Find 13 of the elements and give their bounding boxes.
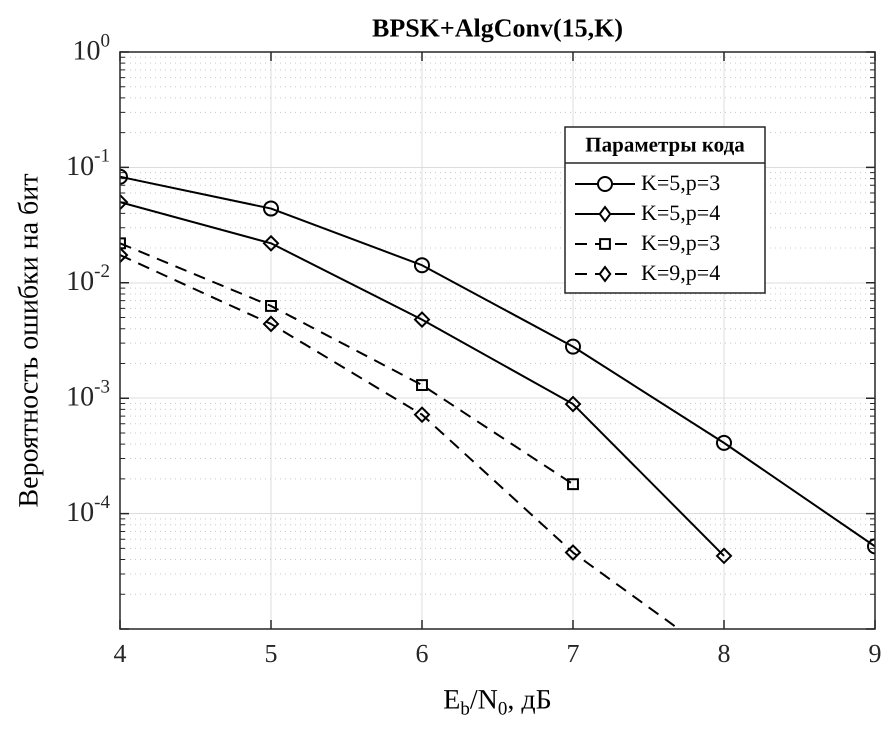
legend-label: K=9,p=3 xyxy=(641,230,720,255)
x-tick-label: 5 xyxy=(264,638,278,668)
legend-title: Параметры кода xyxy=(585,132,746,156)
x-tick-label: 4 xyxy=(114,638,126,668)
legend-label: K=5,p=4 xyxy=(641,200,720,225)
chart-title: BPSK+AlgConv(15,K) xyxy=(372,14,623,43)
x-tick-label: 8 xyxy=(718,638,730,668)
legend-label: K=5,p=3 xyxy=(641,170,720,195)
x-tick-label: 6 xyxy=(416,638,428,668)
legend-label: K=9,p=4 xyxy=(641,260,720,285)
y-axis-title: Вероятность ошибки на бит xyxy=(13,173,44,508)
x-tick-label: 9 xyxy=(868,638,882,668)
x-tick-label: 7 xyxy=(566,638,580,668)
